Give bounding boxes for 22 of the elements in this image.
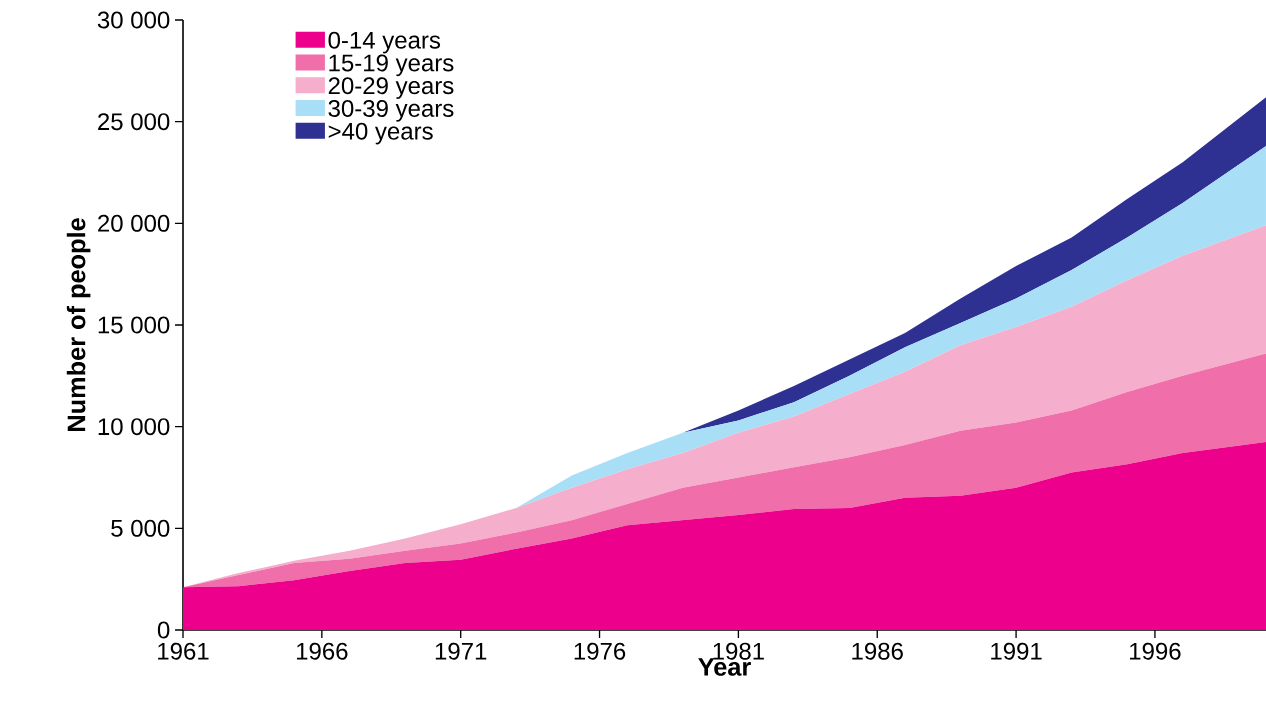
- x-tick-label: 1991: [991, 642, 1042, 660]
- x-tick-label: 1966: [296, 642, 348, 660]
- y-tick-label: 5 000: [111, 519, 170, 537]
- x-tick-label: 1961: [158, 642, 209, 660]
- y-axis-title: Number of people: [66, 218, 91, 431]
- x-tick-label: 1981: [713, 642, 764, 660]
- legend-label: >40 years: [328, 122, 433, 145]
- x-axis-title: Year: [698, 658, 751, 676]
- legend-label: 20-29 years: [328, 77, 454, 99]
- y-tick-label: 15 000: [98, 316, 170, 334]
- x-tick-label: 1976: [574, 642, 626, 660]
- legend-label: 30-39 years: [328, 99, 454, 122]
- legend-label: 0-14 years: [328, 31, 441, 54]
- y-tick-label: 25 000: [98, 113, 170, 131]
- y-tick-label: 10 000: [98, 418, 170, 436]
- x-tick-label: 1986: [852, 642, 903, 660]
- x-tick-label: 1971: [435, 642, 487, 660]
- y-tick-label: 30 000: [97, 11, 170, 29]
- x-tick-label: 1996: [1130, 642, 1181, 660]
- y-tick-label: 20 000: [98, 214, 170, 232]
- y-tick-label: 0: [157, 621, 170, 639]
- legend-label: 15-19 years: [329, 54, 454, 77]
